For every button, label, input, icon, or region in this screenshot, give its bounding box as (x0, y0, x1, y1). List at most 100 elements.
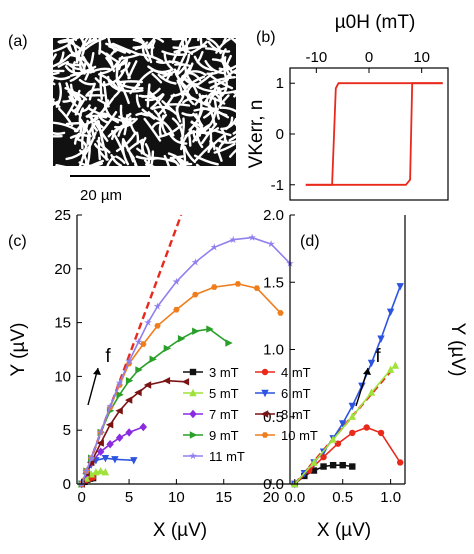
domain-stripe (211, 89, 236, 95)
panel-c-plot: 0 5 10 15 20 0 5 10 15 20 25 X (µV) Y (µV) f (8, 207, 294, 541)
domain-stripe (69, 61, 87, 82)
magnetic-domain-image (53, 38, 236, 166)
legend-marker (260, 410, 269, 418)
legend-marker (189, 388, 197, 397)
domain-stripe (86, 114, 108, 119)
data-point-5mT (348, 412, 356, 420)
domain-stripe (96, 139, 111, 154)
data-point-5mT (101, 468, 110, 476)
x-tick-label: -10 (305, 49, 327, 66)
data-point-5mT (386, 365, 395, 373)
y-axis-label: VKerr, n (246, 100, 267, 169)
data-point-11mT (87, 454, 95, 462)
data-point-8mT (105, 421, 114, 429)
y-tick-label: 0.5 (263, 409, 284, 426)
data-point-11mT (191, 258, 200, 266)
domain-stripe (107, 38, 112, 47)
data-point-8mT (124, 396, 133, 404)
x-tick-label: 0 (365, 49, 373, 66)
domain-stripe (217, 139, 236, 144)
data-point-5mT (97, 466, 105, 475)
data-point-9mT (149, 355, 157, 363)
domain-stripe (215, 146, 223, 162)
legend-entry: 9 mT (209, 428, 239, 443)
domain-stripe (58, 51, 65, 64)
data-point-3mT (320, 463, 327, 470)
domain-stripe (53, 131, 66, 135)
domain-stripe (115, 131, 137, 153)
data-point-8mT (181, 378, 190, 386)
domain-stripe (108, 45, 127, 54)
domain-stripe (158, 113, 168, 138)
domain-stripe (196, 127, 204, 149)
domain-stripe (175, 102, 181, 120)
y-axis-label: Y (µV) (8, 323, 29, 377)
domain-stripe (160, 114, 167, 135)
legend-marker (189, 409, 197, 419)
domain-stripe (98, 116, 110, 124)
domain-stripe (97, 136, 101, 161)
domain-stripe (101, 61, 119, 75)
domain-stripe (114, 117, 138, 129)
series-line-11mT (80, 236, 291, 485)
domain-stripe (121, 138, 130, 166)
domain-stripe (174, 63, 193, 68)
domain-stripe (184, 65, 193, 84)
legend-entry: 6 mT (281, 386, 311, 401)
legend-entry: 8 mT (281, 407, 311, 422)
domain-stripe (92, 38, 97, 41)
data-point-11mT (106, 402, 114, 410)
x-tick-label: 1.0 (380, 489, 401, 506)
data-point-6mT (386, 308, 395, 316)
data-point-11mT (82, 467, 91, 475)
domain-stripe (208, 76, 236, 84)
data-point-5mT (82, 474, 91, 482)
domain-stripe (53, 71, 60, 76)
domain-stripe (107, 75, 118, 90)
domain-stripe (133, 159, 138, 166)
x-axis-label: X (µV) (153, 520, 207, 541)
domain-stripe (179, 45, 208, 52)
data-point-11mT (153, 302, 162, 310)
domain-stripe (102, 99, 110, 112)
domain-stripe (224, 54, 232, 70)
data-point-4mT (397, 459, 404, 466)
data-point-9mT (177, 335, 186, 343)
domain-stripe (163, 154, 171, 166)
domain-stripe (143, 117, 162, 142)
y-tick-label: 1.0 (263, 342, 284, 359)
domain-stripe (98, 38, 102, 55)
legend-marker (189, 368, 197, 376)
domain-stripe (146, 83, 151, 108)
domain-stripe (111, 42, 140, 56)
x-tick-label: 15 (215, 489, 232, 506)
domain-stripe (201, 107, 215, 113)
domain-stripe (138, 94, 155, 99)
data-point-9mT (135, 366, 143, 374)
domain-stripe (220, 118, 236, 131)
data-point-11mT (96, 428, 105, 436)
data-point-4mT (377, 429, 385, 437)
hysteresis-branch-2 (305, 82, 443, 186)
domain-stripe (157, 73, 177, 85)
legend-entry: 4 mT (281, 365, 311, 380)
domain-stripe (120, 61, 131, 73)
data-point-3mT (339, 461, 346, 469)
domain-stripe (218, 86, 222, 104)
domain-stripe (84, 38, 107, 51)
domain-stripe (206, 68, 223, 76)
domain-stripe (89, 159, 104, 166)
domain-stripe (78, 78, 95, 86)
domain-stripe (126, 138, 144, 152)
data-point-11mT (267, 240, 275, 248)
domain-stripe (110, 154, 123, 166)
domain-stripe (135, 131, 140, 145)
domain-stripe (233, 92, 236, 98)
domain-stripe (186, 83, 196, 95)
domain-stripe (189, 40, 208, 54)
domain-stripe (181, 75, 200, 86)
panel-d-plot: 0.0 0.5 1.0 0.0 0.5 1.0 1.5 2.0 X (µV) Y (µV) f (263, 207, 468, 541)
domain-stripe (79, 56, 84, 72)
